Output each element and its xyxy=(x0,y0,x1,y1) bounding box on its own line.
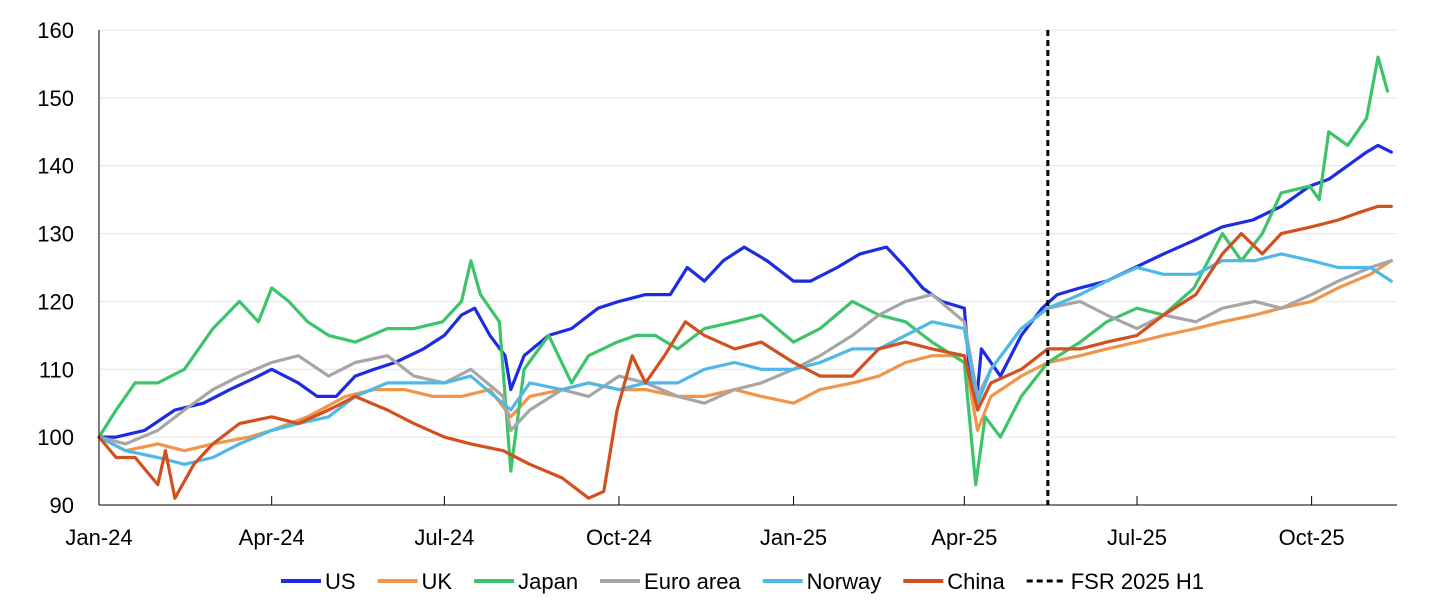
legend-label-china: China xyxy=(947,569,1005,594)
x-tick-label-jul-25: Jul-25 xyxy=(1107,525,1167,550)
x-tick-label-oct-24: Oct-24 xyxy=(586,525,652,550)
series-line-uk xyxy=(97,259,1393,453)
x-tick-label-apr-24: Apr-24 xyxy=(239,525,305,550)
x-tick-label-apr-25: Apr-25 xyxy=(931,525,997,550)
legend-label-uk: UK xyxy=(422,569,453,594)
y-tick-label-110: 110 xyxy=(39,357,74,382)
series-line-us xyxy=(97,143,1393,439)
series-line-norway xyxy=(97,252,1393,466)
legend-label-norway: Norway xyxy=(807,569,882,594)
y-tick-label-100: 100 xyxy=(37,425,74,450)
legend-label-euro-area: Euro area xyxy=(644,569,741,594)
series-layer xyxy=(97,55,1393,500)
legend-label-us: US xyxy=(325,569,356,594)
series-line-china xyxy=(97,204,1393,500)
y-tick-label-160: 160 xyxy=(37,18,74,43)
legend: US UK Japan Euro area Norway China FSR 2025 H1 xyxy=(280,569,1204,594)
axes: 90 100 110 120 130 140 150 160 Jan-24 Apr-24 Jul-2… xyxy=(37,18,1397,550)
y-tick-label-120: 120 xyxy=(37,289,74,314)
legend-label-japan: Japan xyxy=(518,569,578,594)
series-line-euro-area xyxy=(97,259,1393,446)
x-tick-label-jul-24: Jul-24 xyxy=(414,525,474,550)
x-tick-label-jan-24: Jan-24 xyxy=(65,525,132,550)
series-line-japan xyxy=(97,55,1390,487)
y-tick-label-90: 90 xyxy=(50,493,74,518)
y-tick-label-150: 150 xyxy=(37,86,74,111)
legend-label-fsr-2025-h1: FSR 2025 H1 xyxy=(1071,569,1204,594)
x-tick-label-oct-25: Oct-25 xyxy=(1279,525,1345,550)
x-tick-label-jan-25: Jan-25 xyxy=(760,525,827,550)
y-tick-label-130: 130 xyxy=(37,222,74,247)
y-tick-label-140: 140 xyxy=(37,154,74,179)
gridlines xyxy=(99,29,1397,438)
